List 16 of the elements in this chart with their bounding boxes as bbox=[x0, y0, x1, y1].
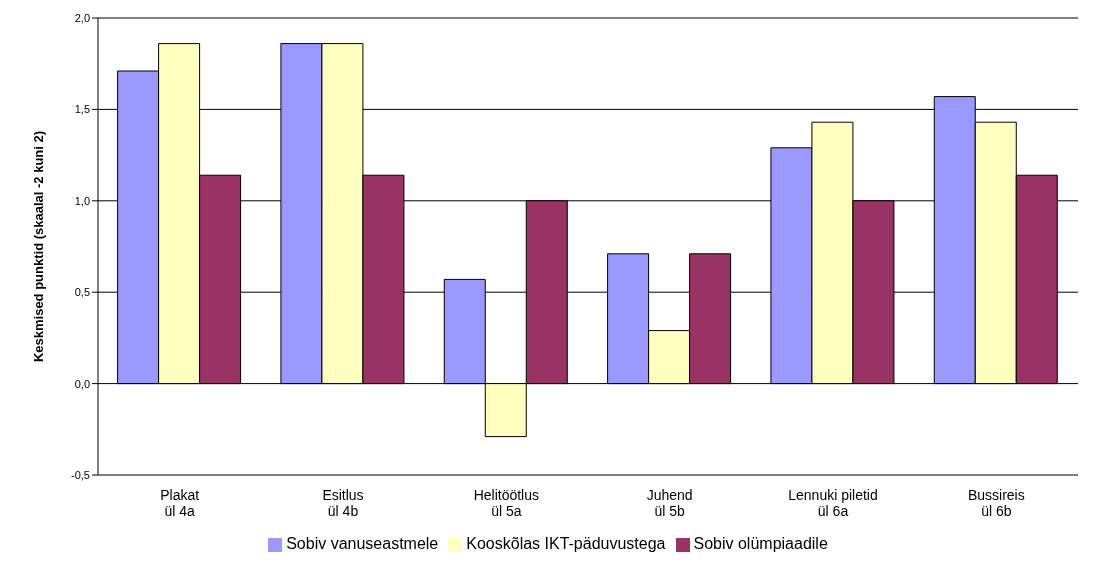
y-tick-label: 0,5 bbox=[74, 286, 90, 299]
x-tick-label: Juhend ül 5b bbox=[646, 486, 693, 520]
x-tick-label: Bussireis ül 6b bbox=[967, 486, 1025, 520]
legend-label: Sobiv vanuseastmele bbox=[286, 535, 439, 552]
x-tick-label: Plakat ül 4a bbox=[160, 486, 200, 520]
y-tick-label: -0,5 bbox=[71, 468, 90, 481]
x-tick-label: Esitlus ül 4b bbox=[322, 486, 364, 520]
y-tick-label: 1,5 bbox=[74, 103, 90, 116]
x-tick-label: Helitöötlus ül 5a bbox=[473, 486, 540, 520]
y-tick-label: 1,0 bbox=[74, 194, 90, 207]
y-tick-label: 0,0 bbox=[74, 377, 90, 390]
legend-label: Kooskõlas IKT-päduvustega bbox=[466, 535, 666, 552]
y-tick-label: 2,0 bbox=[74, 11, 90, 24]
x-tick-label: Lennuki piletid ül 6a bbox=[788, 486, 878, 520]
legend-label: Sobiv olümpiaadile bbox=[693, 535, 828, 552]
y-axis-title: Keskmised punktid (skaalal -2 kuni 2) bbox=[30, 130, 46, 363]
